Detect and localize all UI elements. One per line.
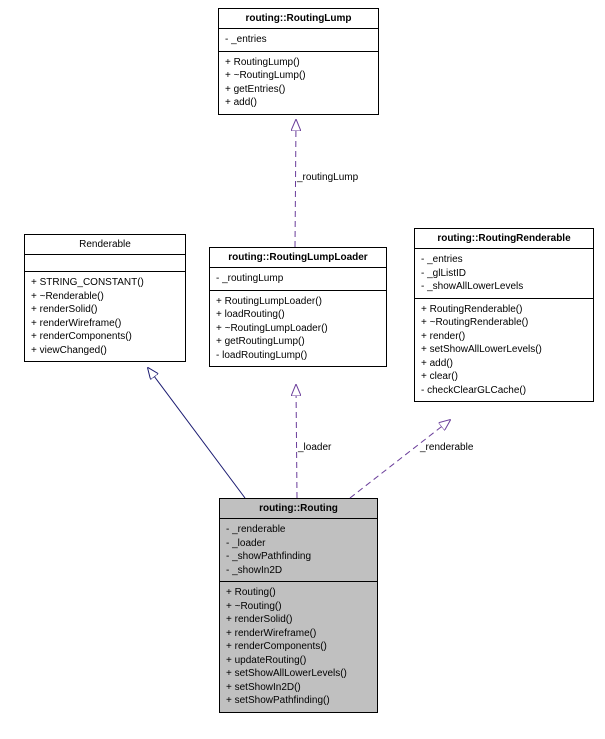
method: + ~Renderable() [31,290,179,304]
method: - checkClearGLCache() [421,384,587,398]
edge-label-renderable: _renderable [420,442,473,453]
method: + viewChanged() [31,344,179,358]
method: + ~RoutingLumpLoader() [216,322,380,336]
attr: - _renderable [226,523,371,537]
method: + STRING_CONSTANT() [31,276,179,290]
class-routing-lump: routing::RoutingLump - _entries + Routin… [218,8,379,115]
edge-dep-loader [296,385,297,498]
attr: - _entries [225,33,372,47]
class-title: Renderable [25,235,185,255]
method: - loadRoutingLump() [216,349,380,363]
method: + setShowPathfinding() [226,694,371,708]
method: + ~RoutingLump() [225,69,372,83]
edge-dep-renderable [350,420,450,498]
method: + renderSolid() [31,303,179,317]
method: + renderWireframe() [31,317,179,331]
method: + renderWireframe() [226,627,371,641]
method: + add() [421,357,587,371]
class-title: routing::RoutingLumpLoader [210,248,386,268]
method: + render() [421,330,587,344]
attr: - _loader [226,537,371,551]
class-methods: + RoutingLump() + ~RoutingLump() + getEn… [219,51,378,114]
method: + getRoutingLump() [216,335,380,349]
method: + RoutingLump() [225,56,372,70]
method: + renderSolid() [226,613,371,627]
method: + updateRouting() [226,654,371,668]
method: + getEntries() [225,83,372,97]
method: + Routing() [226,586,371,600]
class-renderable: Renderable + STRING_CONSTANT() + ~Render… [24,234,186,362]
class-methods: + RoutingRenderable() + ~RoutingRenderab… [415,298,593,402]
attr: - _showPathfinding [226,550,371,564]
class-methods: + STRING_CONSTANT() + ~Renderable() + re… [25,271,185,361]
attr: - _showIn2D [226,564,371,578]
edge-inherit-renderable [148,368,245,498]
class-title: routing::RoutingLump [219,9,378,29]
class-routing: routing::Routing - _renderable - _loader… [219,498,378,713]
class-routing-renderable: routing::RoutingRenderable - _entries - … [414,228,594,402]
method: + RoutingLumpLoader() [216,295,380,309]
edge-dep-routinglump [295,120,296,247]
edge-label-loader: _loader [298,442,331,453]
method: + RoutingRenderable() [421,303,587,317]
method: + renderComponents() [226,640,371,654]
method: + clear() [421,370,587,384]
method: + loadRouting() [216,308,380,322]
class-attrs: - _routingLump [210,268,386,290]
class-methods: + RoutingLumpLoader() + loadRouting() + … [210,290,386,367]
class-methods: + Routing() + ~Routing() + renderSolid()… [220,581,377,712]
class-attrs [25,255,185,271]
class-attrs: - _renderable - _loader - _showPathfindi… [220,519,377,581]
attr: - _showAllLowerLevels [421,280,587,294]
method: + setShowAllLowerLevels() [421,343,587,357]
method: + setShowIn2D() [226,681,371,695]
class-title: routing::RoutingRenderable [415,229,593,249]
class-title: routing::Routing [220,499,377,519]
class-attrs: - _entries - _glListID - _showAllLowerLe… [415,249,593,298]
method: + setShowAllLowerLevels() [226,667,371,681]
edge-label-routinglump: _routingLump [297,172,358,183]
method: + renderComponents() [31,330,179,344]
attr: - _glListID [421,267,587,281]
attr: - _entries [421,253,587,267]
method: + ~Routing() [226,600,371,614]
class-routing-lump-loader: routing::RoutingLumpLoader - _routingLum… [209,247,387,367]
attr: - _routingLump [216,272,380,286]
class-attrs: - _entries [219,29,378,51]
method: + ~RoutingRenderable() [421,316,587,330]
method: + add() [225,96,372,110]
